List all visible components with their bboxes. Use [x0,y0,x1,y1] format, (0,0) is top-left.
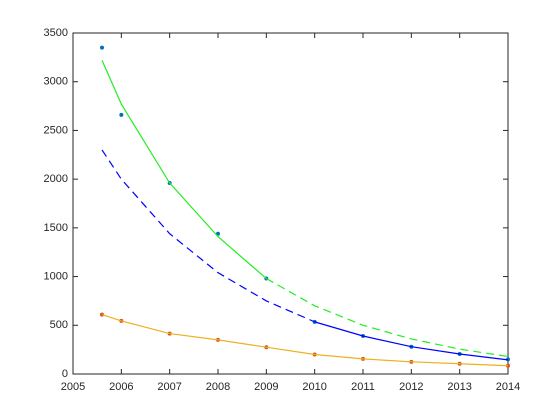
line-series [314,321,509,361]
x-tick-label: 2009 [254,381,278,393]
x-tick-label: 2008 [206,381,230,393]
x-tick-label: 2011 [351,381,375,393]
x-tick-label: 2013 [447,381,471,393]
y-tick-label: 3000 [44,76,68,88]
line-series [266,277,509,358]
y-tick-label: 2500 [44,124,68,136]
y-tick-label: 1500 [44,222,68,234]
plot-box [72,32,509,375]
y-tick-label: 2000 [44,173,68,185]
data-point [119,112,124,117]
x-tick-label: 2007 [157,381,181,393]
x-tick-label: 2010 [302,381,326,393]
x-tick-label: 2014 [496,381,520,393]
y-tick-label: 500 [50,319,68,331]
x-tick-label: 2012 [399,381,423,393]
data-point [100,45,104,50]
y-tick-label: 0 [62,368,68,380]
line-series [101,60,267,279]
line-series [101,313,509,367]
line-series [101,149,315,323]
y-tick-label: 1000 [44,270,68,282]
x-tick-label: 2006 [109,381,133,393]
x-tick-label: 2005 [61,381,85,393]
y-tick-label: 3500 [44,27,68,39]
